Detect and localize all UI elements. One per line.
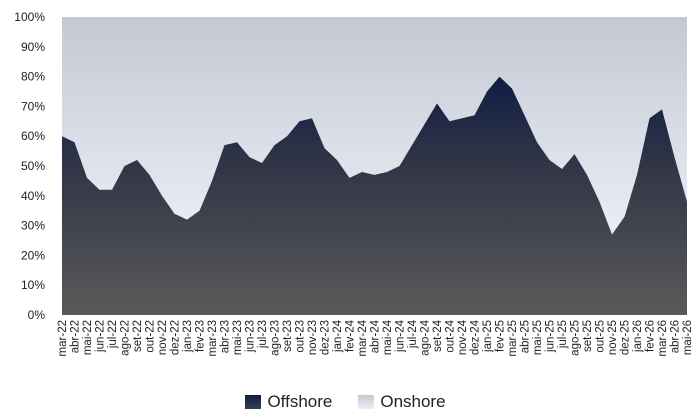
offshore-swatch	[245, 395, 262, 409]
x-tick-label: mai-22	[82, 320, 94, 355]
legend-item-onshore: Onshore	[358, 392, 446, 412]
x-tick-label: nov-24	[457, 319, 469, 355]
x-tick-label: set-24	[432, 319, 444, 352]
y-tick-label: 0%	[28, 308, 46, 322]
x-tick-label: nov-22	[157, 320, 169, 355]
x-tick-label: dez-22	[170, 320, 182, 355]
onshore-area	[62, 17, 687, 235]
x-tick-label: nov-23	[307, 320, 319, 355]
x-tick-label: abr-22	[70, 320, 82, 353]
y-tick-label: 100%	[14, 10, 45, 24]
x-tick-label: ago-25	[570, 320, 582, 356]
x-tick-label: out-23	[295, 320, 307, 353]
x-tick-label: set-23	[282, 320, 294, 352]
x-tick-label: jan-26	[632, 320, 644, 353]
x-tick-label: mar-26	[657, 320, 669, 356]
x-tick-label: jan-24	[332, 319, 344, 353]
y-tick-label: 10%	[21, 278, 45, 292]
x-tick-label: mai-24	[382, 319, 394, 355]
legend-item-offshore: Offshore	[245, 392, 332, 412]
x-tick-label: mar-25	[507, 320, 519, 356]
legend: Offshore Onshore	[0, 392, 691, 412]
x-tick-label: abr-24	[370, 319, 382, 353]
x-tick-label: jul-25	[557, 320, 569, 349]
x-tick-label: jan-23	[182, 320, 194, 353]
x-tick-label: set-22	[132, 320, 144, 352]
x-tick-label: dez-23	[320, 320, 332, 355]
x-tick-label: out-25	[595, 320, 607, 353]
x-tick-label: jun-24	[395, 319, 407, 353]
x-tick-label: abr-25	[520, 320, 532, 353]
x-tick-label: abr-26	[670, 320, 682, 353]
x-tick-label: jun-23	[245, 320, 257, 353]
y-tick-label: 50%	[21, 159, 45, 173]
x-tick-label: out-24	[445, 319, 457, 352]
x-tick-label: jul-23	[257, 320, 269, 349]
x-tick-label: abr-23	[220, 320, 232, 353]
y-tick-label: 80%	[21, 70, 45, 84]
x-tick-label: mai-23	[232, 320, 244, 355]
legend-label-offshore: Offshore	[267, 392, 333, 411]
x-tick-label: jun-25	[545, 320, 557, 353]
x-tick-label: mar-24	[357, 319, 369, 356]
x-tick-label: mai-25	[532, 320, 544, 355]
y-tick-label: 70%	[21, 99, 45, 113]
x-tick-label: fev-25	[495, 320, 507, 352]
x-tick-label: nov-25	[607, 320, 619, 355]
x-tick-label: jan-25	[482, 320, 494, 353]
x-tick-label: fev-26	[645, 320, 657, 352]
x-tick-label: ago-22	[120, 320, 132, 356]
x-tick-label: jul-22	[107, 320, 119, 349]
x-tick-label: mar-23	[207, 320, 219, 356]
x-tick-label: ago-24	[420, 319, 432, 355]
x-tick-label: dez-24	[470, 319, 482, 355]
x-tick-label: ago-23	[270, 320, 282, 356]
x-tick-label: out-22	[145, 320, 157, 353]
y-tick-label: 60%	[21, 129, 45, 143]
x-tick-label: jun-22	[95, 320, 107, 353]
x-tick-label: fev-23	[195, 320, 207, 352]
offshore-area	[62, 76, 687, 315]
y-tick-label: 40%	[21, 189, 45, 203]
x-tick-label: fev-24	[345, 319, 357, 352]
y-tick-label: 20%	[21, 248, 45, 262]
x-tick-label: jul-24	[407, 319, 419, 349]
x-tick-label: set-25	[582, 320, 594, 352]
legend-label-onshore: Onshore	[380, 392, 446, 411]
x-tick-label: dez-25	[620, 320, 632, 355]
x-tick-label: mar-22	[57, 320, 69, 356]
onshore-swatch	[358, 395, 375, 409]
y-tick-label: 90%	[21, 40, 45, 54]
y-tick-label: 30%	[21, 219, 45, 233]
x-tick-label: mai-26	[682, 320, 691, 355]
